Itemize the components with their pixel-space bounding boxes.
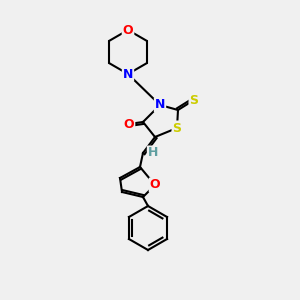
Text: H: H [148, 146, 158, 160]
Text: S: S [190, 94, 199, 106]
Text: N: N [123, 68, 133, 80]
Text: O: O [150, 178, 160, 191]
Text: O: O [123, 23, 133, 37]
Text: S: S [172, 122, 182, 134]
Text: N: N [155, 98, 165, 112]
Text: O: O [124, 118, 134, 130]
